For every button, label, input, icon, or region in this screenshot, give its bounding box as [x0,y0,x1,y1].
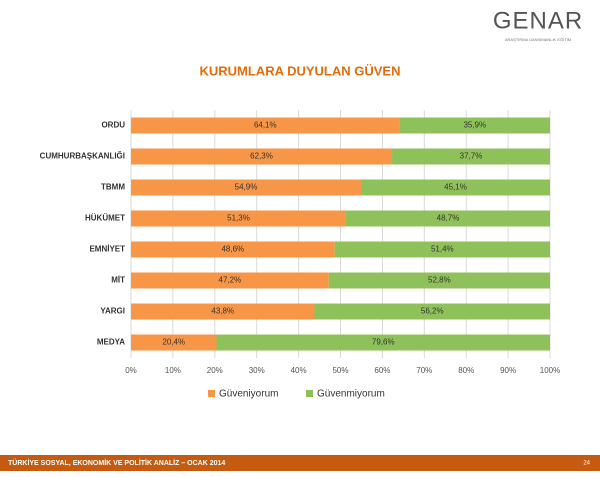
x-tick-label: 20% [207,366,223,375]
data-label: 43,8% [211,307,234,316]
data-label: 51,3% [227,214,250,223]
data-label: 45,1% [444,183,467,192]
bar-segment [399,117,550,134]
data-label: 48,6% [221,245,244,254]
y-tick-label: YARGI [100,307,125,316]
y-tick-label: MİT [111,276,125,285]
data-label: 64,1% [254,121,277,130]
data-label: 48,7% [437,214,460,223]
x-tick-label: 50% [332,366,348,375]
legend-label: Güvenmiyorum [317,389,385,400]
x-tick-label: 40% [291,366,307,375]
data-label: 62,3% [250,152,273,161]
bar-segment [131,241,335,258]
x-tick-label: 30% [249,366,265,375]
chart-title: KURUMLARA DUYULAN GÜVEN [199,63,400,78]
data-label: 79,6% [372,338,395,347]
data-label: 37,7% [460,152,483,161]
data-label: 47,2% [219,276,242,285]
y-tick-label: ORDU [101,121,125,130]
bar-segment [131,303,315,320]
y-tick-label: EMNİYET [89,245,125,254]
y-tick-label: TBMM [101,183,125,192]
legend-swatch [306,390,313,397]
data-label: 54,9% [235,183,258,192]
data-label: 51,4% [431,245,454,254]
x-tick-label: 10% [165,366,181,375]
x-tick-label: 0% [125,366,137,375]
data-label: 56,2% [421,307,444,316]
bar-segment [131,272,329,289]
data-label: 20,4% [162,338,185,347]
footer-band [0,455,600,471]
bar-segment [345,210,550,227]
y-tick-label: HÜKÜMET [85,214,125,223]
bar-segment [131,334,217,351]
bar-segment [392,148,550,165]
y-tick-label: MEDYA [97,338,125,347]
logo-subtitle: ARAŞTIRMA DANIŞMANLIK EĞİTİM [505,37,571,42]
x-tick-label: 80% [458,366,474,375]
bar-segment [328,272,550,289]
bar-segment [131,117,400,134]
bar-segment [131,210,346,227]
page-number: 24 [583,461,590,467]
bar-segment [216,334,550,351]
legend-swatch [208,390,215,397]
data-label: 35,9% [463,121,486,130]
x-tick-label: 60% [374,366,390,375]
x-tick-label: 90% [500,366,516,375]
bar-segment [131,148,393,165]
x-tick-label: 70% [416,366,432,375]
logo: GENAR [493,7,583,34]
x-tick-label: 100% [540,366,560,375]
bar-segment [361,179,550,196]
data-label: 52,8% [428,276,451,285]
bar-segment [334,241,550,258]
bar-segment [314,303,550,320]
y-tick-label: CUMHURBAŞKANLIĞI [40,152,125,161]
legend-label: Güveniyorum [219,389,278,400]
footer-text: TÜRKİYE SOSYAL, EKONOMİK VE POLİTİK ANAL… [8,458,225,467]
bar-segment [131,179,362,196]
